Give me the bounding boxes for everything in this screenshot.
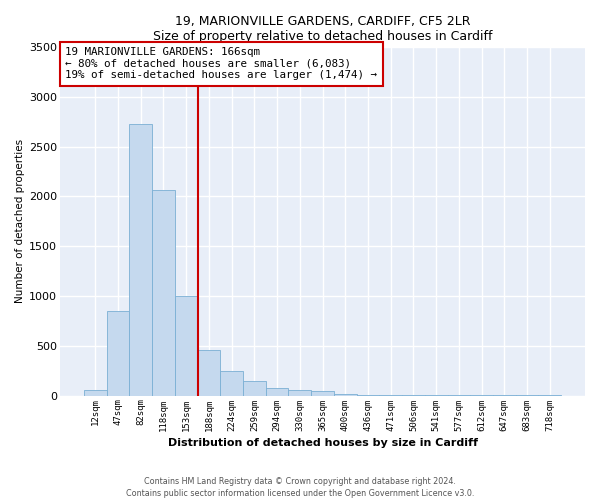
Bar bbox=[152, 190, 175, 396]
Bar bbox=[334, 394, 356, 396]
Text: Contains HM Land Registry data © Crown copyright and database right 2024.
Contai: Contains HM Land Registry data © Crown c… bbox=[126, 476, 474, 498]
Bar bbox=[107, 311, 130, 396]
Title: 19, MARIONVILLE GARDENS, CARDIFF, CF5 2LR
Size of property relative to detached : 19, MARIONVILLE GARDENS, CARDIFF, CF5 2L… bbox=[153, 15, 492, 43]
Text: 19 MARIONVILLE GARDENS: 166sqm
← 80% of detached houses are smaller (6,083)
19% : 19 MARIONVILLE GARDENS: 166sqm ← 80% of … bbox=[65, 47, 377, 80]
Bar bbox=[243, 380, 266, 396]
Bar bbox=[84, 390, 107, 396]
Y-axis label: Number of detached properties: Number of detached properties bbox=[15, 139, 25, 304]
Bar bbox=[289, 390, 311, 396]
Bar bbox=[197, 350, 220, 396]
X-axis label: Distribution of detached houses by size in Cardiff: Distribution of detached houses by size … bbox=[167, 438, 478, 448]
Bar bbox=[356, 394, 379, 396]
Bar bbox=[311, 391, 334, 396]
Bar bbox=[175, 296, 197, 396]
Bar bbox=[130, 124, 152, 396]
Bar bbox=[266, 388, 289, 396]
Bar bbox=[220, 371, 243, 396]
Bar bbox=[379, 395, 402, 396]
